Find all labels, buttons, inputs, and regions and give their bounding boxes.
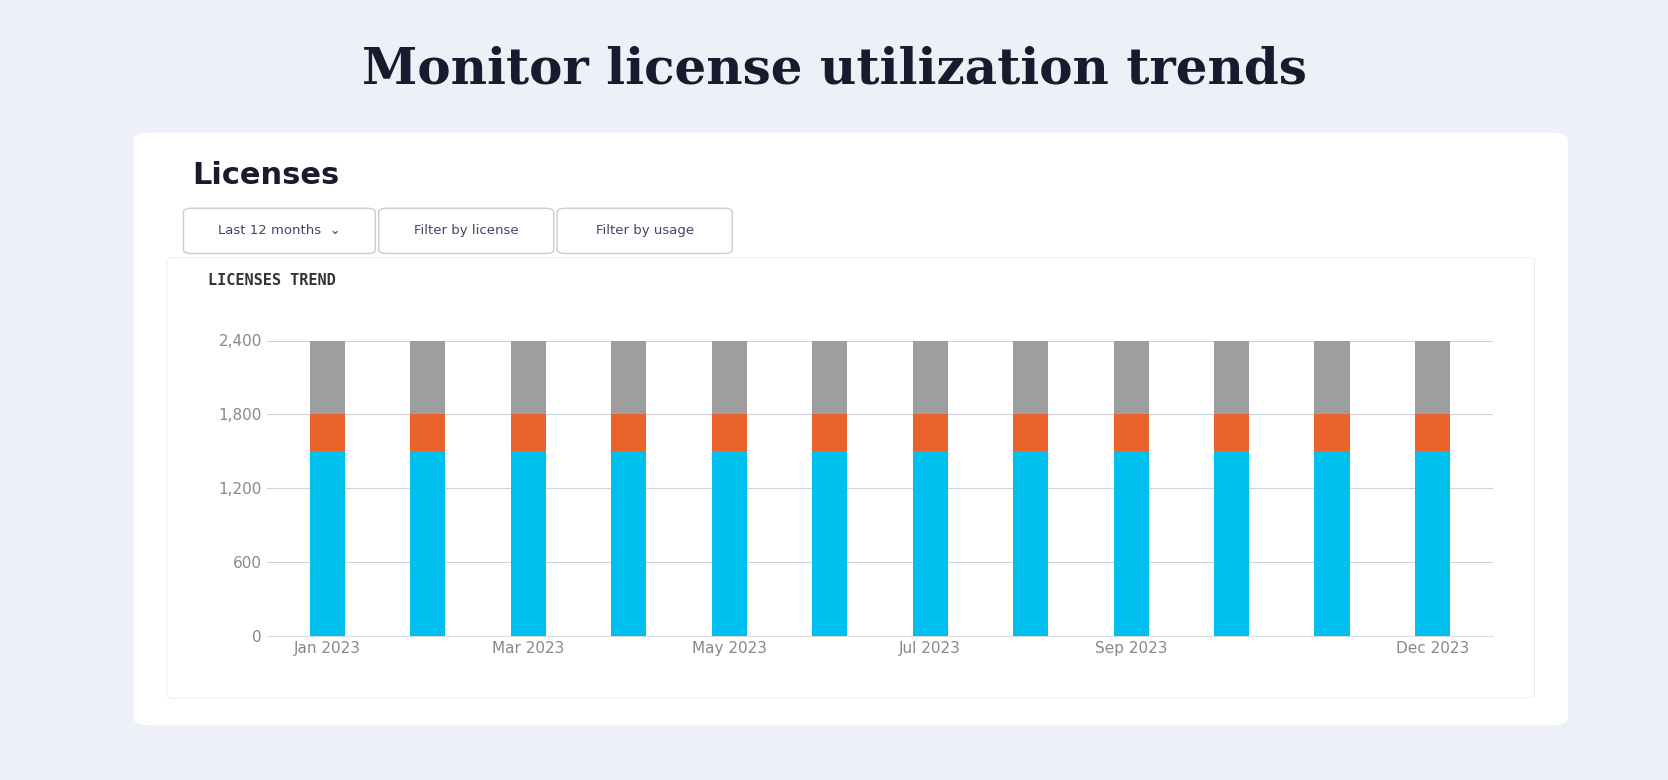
Text: Monitor license utilization trends: Monitor license utilization trends — [362, 46, 1306, 94]
FancyBboxPatch shape — [557, 208, 732, 254]
Bar — [410, 341, 445, 414]
Bar — [410, 414, 445, 451]
Bar — [812, 451, 847, 636]
Text: Filter by usage: Filter by usage — [595, 224, 694, 236]
Bar — [712, 414, 747, 451]
Bar — [510, 341, 545, 414]
Text: LICENSES TREND: LICENSES TREND — [208, 273, 337, 289]
Bar — [610, 414, 646, 451]
Bar — [1314, 341, 1349, 414]
Text: Filter by license: Filter by license — [414, 224, 519, 236]
Bar — [510, 414, 545, 451]
Bar — [1414, 451, 1449, 636]
Bar — [812, 341, 847, 414]
Bar — [1114, 451, 1149, 636]
Bar — [610, 451, 646, 636]
Bar — [912, 341, 947, 414]
Bar — [610, 341, 646, 414]
Bar — [1214, 414, 1249, 451]
FancyBboxPatch shape — [183, 208, 375, 254]
Bar — [1114, 341, 1149, 414]
Bar — [1114, 414, 1149, 451]
Bar — [1414, 341, 1449, 414]
Bar — [1214, 451, 1249, 636]
Bar — [1414, 414, 1449, 451]
Text: Licenses: Licenses — [192, 161, 339, 190]
Bar — [310, 414, 345, 451]
Bar — [310, 451, 345, 636]
Bar — [912, 414, 947, 451]
Bar — [1214, 341, 1249, 414]
FancyBboxPatch shape — [379, 208, 554, 254]
Bar — [1314, 414, 1349, 451]
Bar — [1314, 451, 1349, 636]
Bar — [310, 341, 345, 414]
Bar — [812, 414, 847, 451]
Bar — [1012, 341, 1048, 414]
Bar — [510, 451, 545, 636]
Bar — [912, 451, 947, 636]
Text: Last 12 months  ⌄: Last 12 months ⌄ — [219, 224, 340, 236]
Bar — [1012, 451, 1048, 636]
FancyBboxPatch shape — [133, 133, 1568, 725]
Bar — [712, 451, 747, 636]
Bar — [712, 341, 747, 414]
FancyBboxPatch shape — [167, 257, 1535, 698]
Bar — [1012, 414, 1048, 451]
Bar — [410, 451, 445, 636]
